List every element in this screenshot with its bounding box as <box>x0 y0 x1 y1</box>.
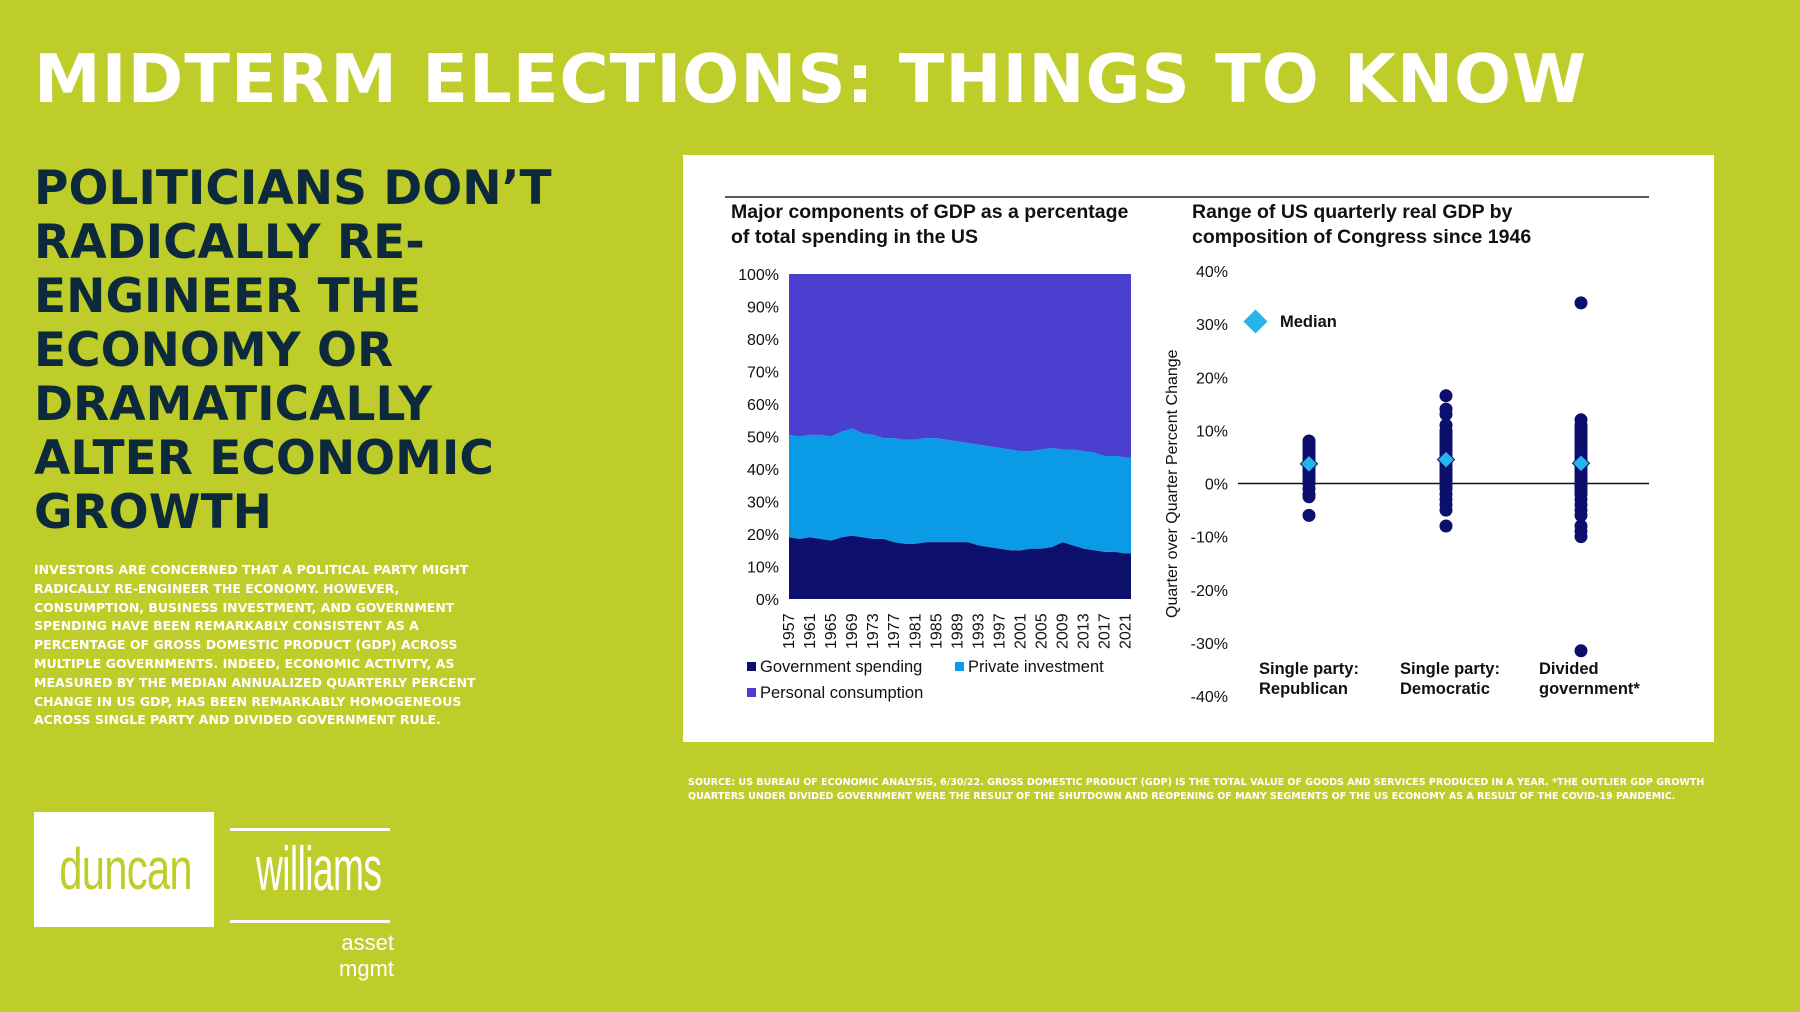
area-private-investment <box>789 428 1131 554</box>
median-legend: Median <box>1243 309 1337 334</box>
duncan-williams-logo: duncan williams asset mgmt <box>34 812 396 981</box>
chart1-x-tick-label: 1993 <box>970 613 987 649</box>
chart2-y-tick-label: 30% <box>1196 317 1228 334</box>
gdp-quarter-point <box>1574 530 1588 544</box>
area-personal-consumption <box>789 274 1131 458</box>
category-label-democratic-2: Democratic <box>1400 680 1490 698</box>
legend-swatch-consumption <box>747 688 756 697</box>
gdp-quarter-point <box>1439 519 1453 533</box>
median-marker <box>1571 454 1591 473</box>
chart1-y-tick-label: 90% <box>747 300 779 317</box>
logo-rule-bottom <box>230 920 390 923</box>
chart1-x-tick-label: 2009 <box>1055 613 1072 649</box>
chart2-y-axis-label: Quarter over Quarter Percent Change <box>1164 349 1181 618</box>
main-title: MIDTERM ELECTIONS: THINGS TO KNOW <box>34 40 1587 118</box>
chart2-title-line-2: composition of Congress since 1946 <box>1192 226 1531 248</box>
chart2-y-tick-label: 40% <box>1196 264 1228 281</box>
chart1-x-tick-label: 2017 <box>1097 613 1114 649</box>
gdp-components-chart: Major components of GDP as a percentage … <box>731 201 1135 702</box>
chart1-x-tick-label: 1997 <box>992 613 1009 649</box>
chart2-y-tick-label: -20% <box>1191 583 1228 600</box>
chart1-y-tick-label: 100% <box>738 267 779 284</box>
chart1-title-line-1: Major components of GDP as a percentage <box>731 201 1128 223</box>
category-label-divided-1: Divided <box>1539 660 1599 678</box>
chart2-y-tick-label: 20% <box>1196 370 1228 387</box>
chart2-y-tick-label: -40% <box>1191 689 1228 706</box>
chart1-x-tick-label: 1961 <box>802 613 819 649</box>
chart1-x-tick-label: 1989 <box>949 613 966 649</box>
gdp-quarter-point <box>1439 389 1453 403</box>
chart1-y-tick-label: 30% <box>747 495 779 512</box>
chart1-y-tick-label: 60% <box>747 397 779 414</box>
chart2-y-tick-label: -30% <box>1191 636 1228 653</box>
chart2-y-tick-label: -10% <box>1191 530 1228 547</box>
median-marker <box>1299 454 1319 474</box>
median-legend-marker <box>1243 309 1268 334</box>
chart2-category-labels: Single party: Republican Single party: D… <box>1259 660 1640 698</box>
category-label-democratic-1: Single party: <box>1400 660 1500 678</box>
chart1-x-tick-label: 1973 <box>865 613 882 649</box>
legend-label-consumption: Personal consumption <box>760 684 923 702</box>
chart2-y-tick-label: 0% <box>1205 477 1228 494</box>
chart2-y-ticks: 40% 30% 20% 10% 0% -10% -20% -30% -40% <box>1191 264 1228 706</box>
legend-label-investment: Private investment <box>968 658 1104 676</box>
chart1-y-tick-label: 50% <box>747 430 779 447</box>
chart1-areas <box>789 274 1131 599</box>
chart1-y-ticks: 0% 10% 20% 30% 40% 50% 60% 70% 80% 90% 100% <box>738 267 779 609</box>
chart1-x-tick-label: 1981 <box>907 613 924 649</box>
chart1-y-tick-label: 20% <box>747 527 779 544</box>
chart1-x-tick-label: 2013 <box>1076 613 1093 649</box>
median-marker <box>1436 450 1456 469</box>
category-label-republican-2: Republican <box>1259 680 1348 698</box>
gdp-quarter-point <box>1302 508 1316 522</box>
logo-duncan-text: duncan <box>59 837 192 902</box>
area-government-spending <box>789 535 1131 599</box>
category-label-republican-1: Single party: <box>1259 660 1359 678</box>
chart2-medians <box>1299 450 1591 474</box>
chart1-y-tick-label: 10% <box>747 560 779 577</box>
chart1-x-tick-label: 2001 <box>1013 613 1030 649</box>
chart-panel: Major components of GDP as a percentage … <box>683 155 1714 742</box>
gdp-by-congress-chart: Range of US quarterly real GDP by compos… <box>1164 201 1649 706</box>
category-label-divided-2: government* <box>1539 680 1640 698</box>
source-note: SOURCE: US BUREAU OF ECONOMIC ANALYSIS, … <box>688 777 1705 802</box>
headline: POLITICIANS DON’T RADICALLY RE-ENGINEER … <box>34 161 552 540</box>
chart1-x-ticks: 1957 1961 1965 1969 1973 1977 1981 1985 1989 1993… <box>781 613 1135 649</box>
chart1-y-tick-label: 0% <box>756 592 779 609</box>
gdp-quarter-point <box>1302 490 1316 504</box>
median-legend-label: Median <box>1280 313 1337 331</box>
chart1-y-tick-label: 40% <box>747 462 779 479</box>
chart1-x-tick-label: 1977 <box>886 613 903 649</box>
chart1-title-line-2: of total spending in the US <box>731 226 978 248</box>
gdp-quarter-point <box>1574 296 1588 310</box>
logo-box <box>34 812 214 927</box>
gdp-quarter-point <box>1574 644 1588 658</box>
body-text: INVESTORS ARE CONCERNED THAT A POLITICAL… <box>34 562 476 728</box>
chart1-y-tick-label: 80% <box>747 332 779 349</box>
chart1-legend: Government spending Private investment P… <box>747 658 1104 702</box>
chart2-points <box>1302 296 1588 658</box>
chart1-x-tick-label: 1969 <box>844 613 861 649</box>
legend-swatch-investment <box>955 662 964 671</box>
chart1-x-tick-label: 2005 <box>1034 613 1051 649</box>
chart1-x-tick-label: 2021 <box>1118 613 1135 649</box>
logo-williams-text: williams <box>256 835 382 904</box>
gdp-quarter-point <box>1574 508 1588 522</box>
logo-subtitle: asset mgmt <box>339 930 394 981</box>
chart1-x-tick-label: 1985 <box>928 613 945 649</box>
chart2-title-line-1: Range of US quarterly real GDP by <box>1192 201 1513 223</box>
chart1-y-tick-label: 70% <box>747 365 779 382</box>
chart2-y-tick-label: 10% <box>1196 423 1228 440</box>
gdp-quarter-point <box>1439 503 1453 517</box>
chart1-x-tick-label: 1965 <box>823 613 840 649</box>
chart-svg: Major components of GDP as a percentage … <box>725 196 1649 706</box>
legend-label-government: Government spending <box>760 658 922 676</box>
logo-rule-top <box>230 828 390 831</box>
chart1-x-tick-label: 1957 <box>781 613 798 649</box>
legend-swatch-government <box>747 662 756 671</box>
gdp-quarter-point <box>1439 407 1453 421</box>
